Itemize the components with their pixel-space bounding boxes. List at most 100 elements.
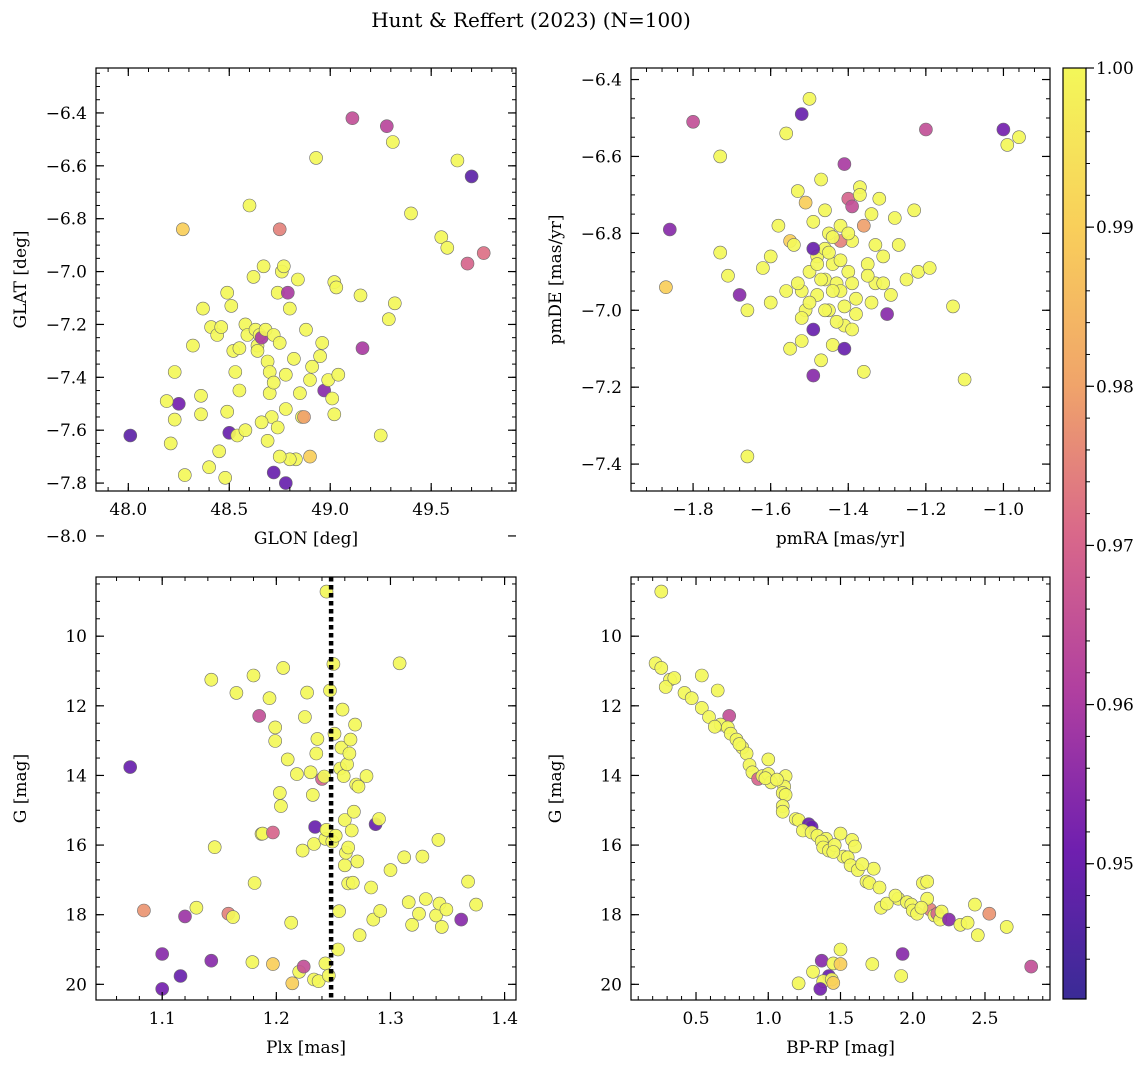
panel-glon-glat: 48.0 48.5 49.0 49.5 −8.0 −7.8 −7.6 −7.4 −7.2 −7.0… [11,67,517,549]
data-point [220,285,234,300]
data-point [303,449,317,464]
data-point [667,671,682,685]
data-point [337,858,352,873]
data-point [464,169,479,184]
x-tick-label: 49.0 [311,500,349,520]
y-tick-label: −7.4 [46,368,87,388]
x-tick-label: −1.2 [905,500,946,520]
y-tick-label: −6.4 [46,104,87,124]
data-point [911,264,925,279]
data-point [806,964,820,979]
data-point [942,912,956,927]
y-tick-label: 12 [600,697,622,717]
data-point [274,799,288,813]
data-point [841,264,856,279]
data-point [814,353,828,368]
data-point [775,804,790,819]
data-point [342,746,357,761]
data-point [710,683,725,698]
data-point [787,238,801,252]
x-tick-label: 1.0 [755,1009,782,1029]
data-point [355,341,370,356]
data-point [194,407,208,422]
y-tick-label: −6.6 [581,147,622,167]
data-point [894,969,909,983]
y-tick-label: 18 [600,906,622,926]
data-point [246,668,261,683]
data-point [818,303,832,318]
data-point [280,752,295,767]
data-point [415,849,430,864]
data-point [778,788,793,802]
data-point [763,295,778,310]
data-point [813,982,828,996]
data-point [229,686,244,700]
data-point [176,222,190,237]
data-point [238,423,253,438]
data-point [658,680,673,694]
data-point [849,307,863,321]
data-point [232,383,247,398]
data-point [418,892,433,906]
data-point [806,368,821,383]
axes-frame [630,67,1051,492]
data-point [310,732,325,746]
data-point [299,322,313,337]
x-tick-label: 0.5 [682,1009,709,1029]
data-point [914,900,929,915]
data-point [880,307,894,321]
data-point [214,320,228,334]
data-point [155,947,169,961]
data-point [331,942,345,957]
data-point [876,276,891,291]
data-point [272,222,287,237]
data-point [167,365,182,379]
data-point [732,288,747,302]
data-point [895,947,910,961]
data-point [379,119,394,133]
x-tick-label: 1.5 [827,1009,854,1029]
data-point [884,288,898,302]
data-point [856,364,871,379]
data-point [401,895,416,910]
data-point [189,900,204,915]
data-point [999,920,1014,934]
data-point [178,909,192,924]
data-point [266,825,280,840]
y-tick-label: −7.8 [46,474,87,494]
data-point [332,904,346,919]
data-point [837,157,852,171]
data-point [260,433,275,448]
data-point [684,691,699,706]
data-point [865,957,880,971]
y-tick-label: −7.2 [46,315,87,335]
y-tick-label: 12 [65,697,87,717]
data-point [779,126,794,141]
data-point [228,365,243,379]
data-point [204,953,219,968]
data-point [383,863,398,877]
data-point [822,245,836,260]
x-tick-label: 1.3 [377,1009,404,1029]
data-point [694,668,709,683]
data-point [220,404,234,419]
data-point [806,215,821,229]
y-tick-label: −6.8 [581,224,622,244]
data-point [802,295,817,310]
data-point [336,769,351,783]
data-point [957,372,972,387]
data-point [872,191,887,206]
data-point [290,767,304,781]
data-point [848,839,862,854]
data-point [864,295,879,310]
data-point [849,291,863,306]
data-point [352,928,367,943]
data-point [278,402,293,416]
y-tick-label: −6.4 [581,71,622,91]
data-point [167,412,182,427]
data-point [662,222,677,237]
data-point [833,826,848,841]
data-point [337,813,352,827]
data-point [291,272,305,287]
